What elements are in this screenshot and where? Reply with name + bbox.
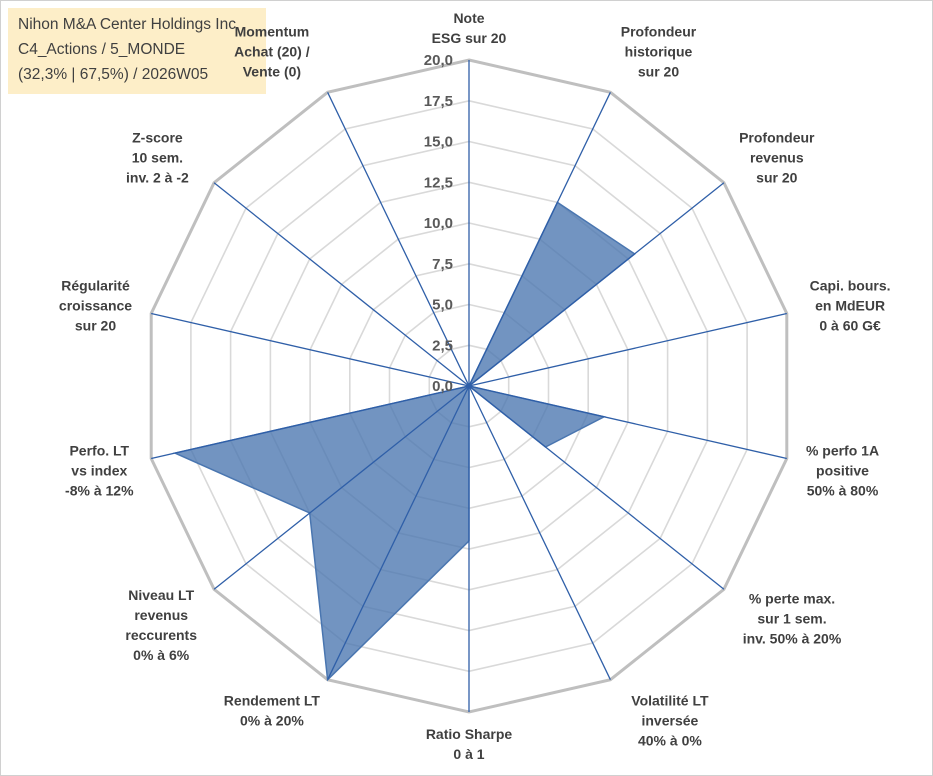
axis-label-line: positive [816, 462, 869, 478]
axis-line [468, 385, 787, 460]
axis-label: % perfo 1A positive 50% à 80% [806, 442, 879, 498]
axis-label-line: revenus [134, 607, 188, 623]
axis-label-line: -8% à 12% [65, 482, 134, 498]
axis-label-line: croissance [59, 298, 132, 314]
axis-label-line: sur 1 sem. [757, 611, 826, 627]
axis-line [213, 385, 470, 590]
axis-label-line: Ratio Sharpe [426, 726, 513, 742]
axis-label: Profondeur historique sur 20 [621, 24, 697, 80]
axis-label-line: sur 20 [756, 169, 797, 185]
tick-label: 15,0 [424, 134, 453, 151]
axis-line [468, 385, 725, 590]
axis-label: Z-score 10 sem. inv. 2 à -2 [126, 129, 189, 185]
portfolio-code: C4_Actions / 5_MONDE [18, 41, 186, 58]
axis-label-line: 0 à 60 G€ [819, 318, 881, 334]
axis-label-line: Note [453, 10, 484, 26]
axis-label-line: 0 à 1 [453, 746, 484, 762]
axis-label-line: Régularité [61, 278, 130, 294]
axis-label-line: Profondeur [739, 129, 815, 145]
axis-label: Niveau LT revenus reccurents 0% à 6% [125, 587, 197, 663]
axis-label-line: 0% à 20% [240, 712, 304, 728]
chart-title-box: Nihon M&A Center Holdings Inc C4_Actions… [8, 8, 266, 94]
axis-label-line: inv. 50% à 20% [743, 631, 842, 647]
tick-label: 7,5 [432, 256, 453, 273]
axis-label: Capi. bours. en MdEUR 0 à 60 G€ [810, 278, 891, 334]
axis-label-line: Volatilité LT [631, 692, 709, 708]
axis-label-line: Perfo. LT [69, 442, 129, 458]
axis-label: % perte max. sur 1 sem. inv. 50% à 20% [743, 591, 842, 647]
axis-label-line: historique [625, 44, 693, 60]
axis-label: Volatilité LT inversée 40% à 0% [631, 692, 709, 748]
axis-label-line: % perte max. [749, 591, 835, 607]
tick-label: 0,0 [432, 378, 453, 395]
axis-label-line: reccurents [125, 627, 197, 643]
axis-label-line: 40% à 0% [638, 732, 702, 748]
score-and-week: (32,3% | 67,5%) / 2026W05 [18, 66, 209, 83]
axis-label-line: en MdEUR [815, 298, 885, 314]
axis-line [468, 182, 725, 387]
axis-line [213, 182, 470, 387]
axis-label-line: inv. 2 à -2 [126, 169, 189, 185]
axis-line [151, 312, 470, 387]
axis-label-line: % perfo 1A [806, 442, 879, 458]
axis-label-line: sur 20 [638, 64, 679, 80]
axis-label-line: sur 20 [75, 318, 116, 334]
tick-label: 10,0 [424, 215, 453, 232]
axis-label-line: inversée [641, 712, 698, 728]
axis-line [468, 385, 611, 680]
axis-label-line: Vente (0) [243, 64, 301, 80]
axis-label: Régularité croissance sur 20 [59, 278, 132, 334]
axis-label-line: Z-score [132, 129, 183, 145]
axis-label: Profondeur revenus sur 20 [739, 129, 815, 185]
axis-label-line: Niveau LT [128, 587, 194, 603]
tick-label: 17,5 [424, 93, 453, 110]
axis-label: Rendement LT 0% à 20% [224, 692, 321, 728]
axis-label: Note ESG sur 20 [432, 10, 507, 46]
axis-line [327, 385, 470, 680]
axis-label: Momentum Achat (20) / Vente (0) [234, 24, 310, 80]
axis-label: Perfo. LT vs index -8% à 12% [65, 442, 134, 498]
tick-label: 5,0 [432, 297, 453, 314]
axis-label-line: Profondeur [621, 24, 697, 40]
axis-line [151, 385, 470, 460]
tick-label: 20,0 [424, 52, 453, 69]
axis-line [327, 92, 470, 387]
tick-label: 12,5 [424, 174, 453, 191]
axis-label-line: Rendement LT [224, 692, 321, 708]
axis-label-line: 0% à 6% [133, 647, 190, 663]
axis-label-line: 50% à 80% [807, 482, 879, 498]
axis-line [468, 312, 787, 387]
axis-label-line: vs index [71, 462, 127, 478]
axis-label-line: Achat (20) / [234, 44, 310, 60]
axis-label-line: Capi. bours. [810, 278, 891, 294]
axis-label-line: revenus [750, 149, 804, 165]
axis-label: Ratio Sharpe 0 à 1 [426, 726, 513, 762]
axis-label-line: ESG sur 20 [432, 30, 507, 46]
axis-label-line: 10 sem. [132, 149, 183, 165]
tick-label: 2,5 [432, 337, 453, 354]
axis-line [468, 92, 611, 387]
axis-label-line: Momentum [235, 24, 310, 40]
company-name: Nihon M&A Center Holdings Inc [18, 16, 236, 33]
